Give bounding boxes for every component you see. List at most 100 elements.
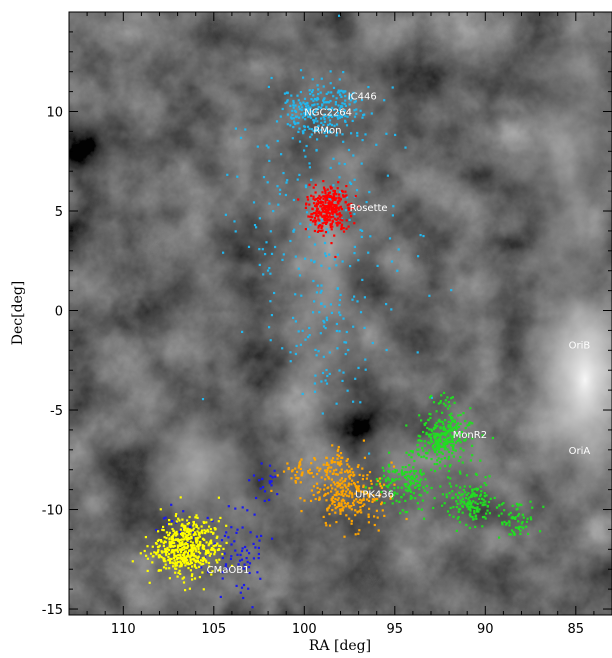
data-point <box>338 463 341 466</box>
data-point <box>279 188 282 191</box>
data-point <box>299 481 302 484</box>
data-point <box>294 474 297 477</box>
data-point <box>428 428 431 431</box>
data-point <box>189 558 192 561</box>
data-point <box>361 139 364 142</box>
data-point <box>172 533 175 536</box>
data-point <box>474 501 477 504</box>
data-point <box>432 444 435 447</box>
data-point <box>435 446 438 449</box>
data-point <box>525 520 528 523</box>
data-point <box>319 201 322 204</box>
data-point <box>358 473 361 476</box>
data-point <box>459 422 462 425</box>
data-point <box>452 496 455 499</box>
data-point <box>335 402 338 405</box>
data-point <box>459 472 462 475</box>
data-point <box>444 434 447 437</box>
data-point <box>289 124 292 127</box>
data-point <box>316 96 319 99</box>
data-point <box>292 198 295 202</box>
data-point <box>345 459 348 462</box>
data-point <box>197 536 200 539</box>
data-point <box>176 556 179 560</box>
data-point <box>313 457 316 460</box>
data-point <box>271 476 274 479</box>
data-point <box>459 502 462 505</box>
data-point <box>294 110 298 113</box>
data-point <box>299 69 303 72</box>
data-point <box>298 127 301 130</box>
data-point <box>310 110 314 113</box>
data-point <box>325 101 328 104</box>
data-point <box>184 564 187 567</box>
data-point <box>510 516 513 519</box>
data-point <box>180 550 183 554</box>
data-point <box>396 492 399 495</box>
data-point <box>328 351 331 354</box>
data-point <box>197 550 200 553</box>
data-point <box>240 549 244 553</box>
data-point <box>347 484 350 487</box>
data-point <box>289 104 292 107</box>
data-point <box>444 404 447 407</box>
data-point <box>513 533 516 536</box>
data-point <box>391 478 394 481</box>
data-point <box>190 553 193 556</box>
data-point <box>153 551 156 554</box>
data-point <box>380 486 383 489</box>
data-point <box>323 113 326 116</box>
data-point <box>335 134 338 137</box>
data-point <box>325 105 328 108</box>
data-point <box>242 583 246 587</box>
data-point <box>213 549 216 552</box>
data-point <box>303 128 306 131</box>
data-point <box>321 371 325 375</box>
data-point <box>315 219 318 222</box>
data-point <box>437 419 440 422</box>
data-point <box>514 516 517 519</box>
data-point <box>320 106 323 109</box>
data-point <box>276 474 279 477</box>
data-point <box>430 486 433 490</box>
data-point <box>489 497 492 500</box>
data-point <box>316 120 319 123</box>
data-point <box>258 539 261 542</box>
data-point <box>357 485 361 488</box>
data-point <box>207 561 211 565</box>
data-point <box>300 474 303 477</box>
data-point <box>301 329 304 332</box>
data-point <box>186 555 189 558</box>
data-point <box>417 434 420 437</box>
data-point <box>313 97 316 101</box>
annotation-label: RMon <box>313 125 341 136</box>
data-point <box>187 522 191 525</box>
data-point <box>483 492 486 495</box>
data-point <box>296 470 299 473</box>
data-point <box>307 115 310 118</box>
data-point <box>435 434 438 437</box>
data-point <box>212 531 215 534</box>
data-point <box>344 119 347 122</box>
data-point <box>389 489 392 492</box>
data-point <box>195 523 198 526</box>
x-tick-label: 100 <box>292 622 317 637</box>
data-point <box>451 441 454 444</box>
data-point <box>196 539 199 542</box>
data-point <box>310 489 313 492</box>
data-point <box>388 451 391 454</box>
data-point <box>322 197 325 200</box>
data-point <box>515 502 519 505</box>
data-point <box>309 218 312 222</box>
data-point <box>313 390 317 393</box>
data-point <box>325 135 328 138</box>
data-point <box>380 490 383 494</box>
data-point <box>407 489 410 492</box>
data-point <box>417 439 420 442</box>
data-point <box>321 207 324 210</box>
data-point <box>190 536 193 539</box>
data-point <box>417 448 420 451</box>
data-point <box>196 530 199 533</box>
data-point <box>189 530 192 533</box>
data-point <box>337 196 340 199</box>
